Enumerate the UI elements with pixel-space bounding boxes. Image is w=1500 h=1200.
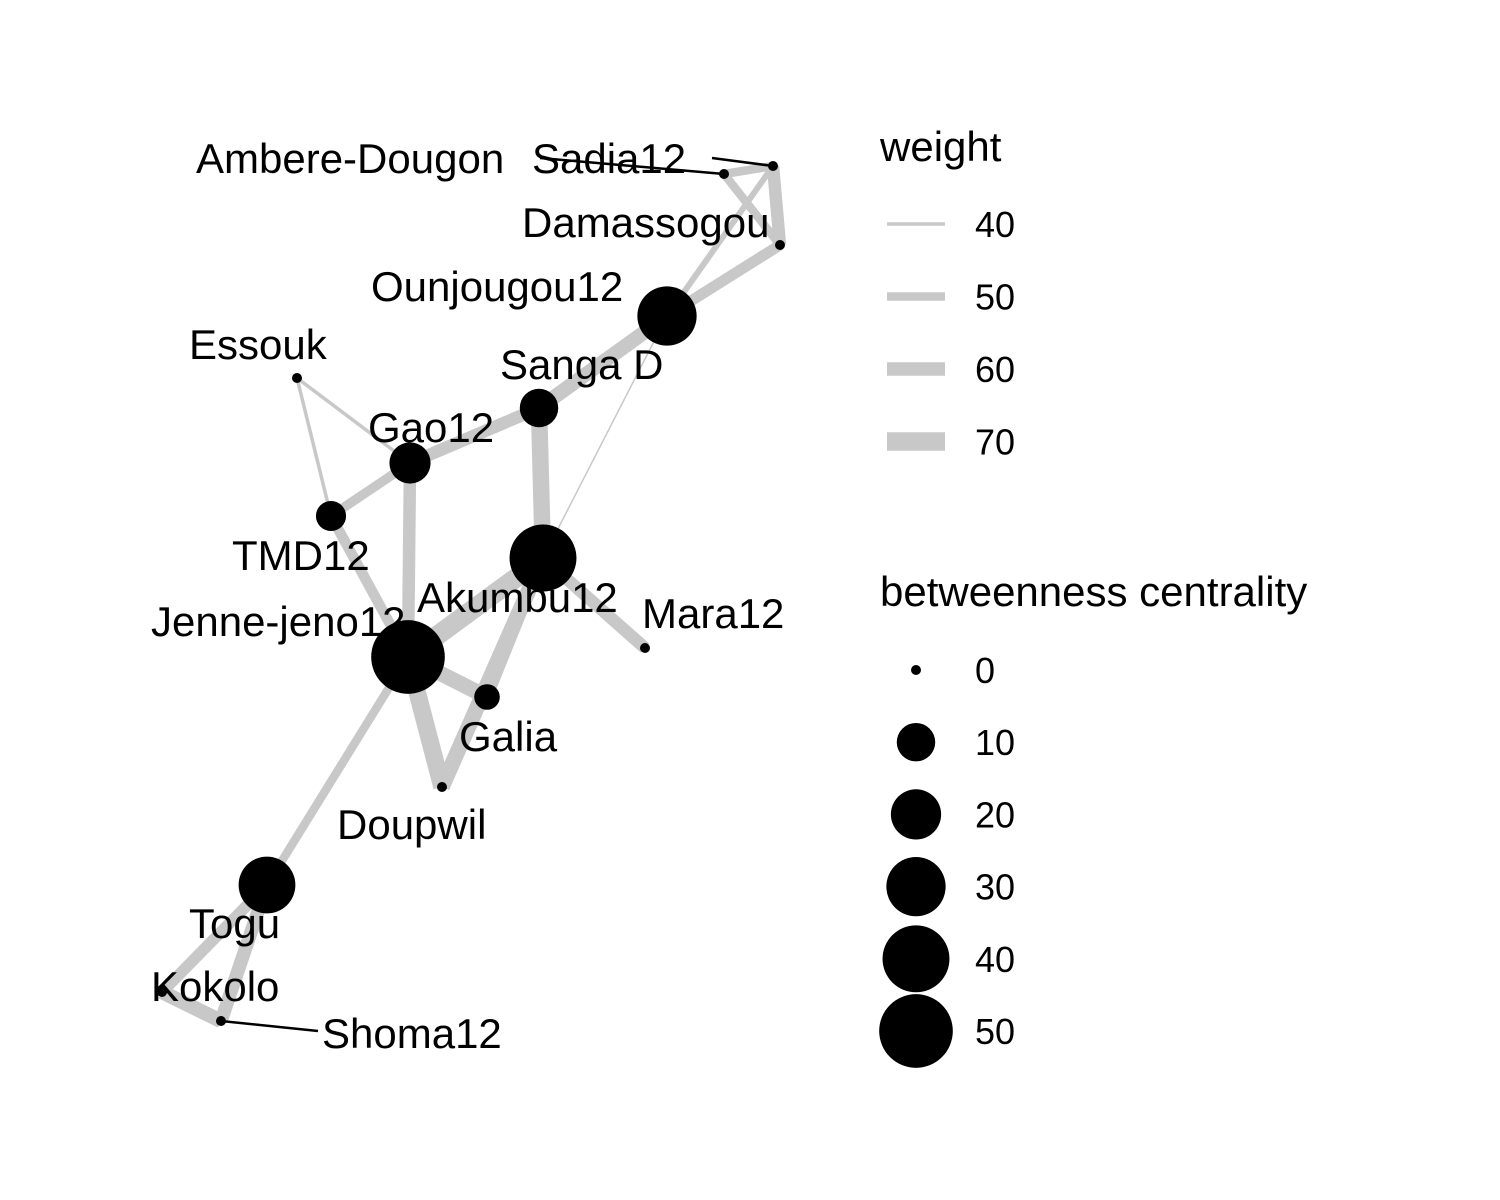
edge-ambere-sadia [723,161,774,179]
leader-line-shoma [220,1019,319,1033]
betweenness-legend: betweenness centrality 0 10 20 30 40 50 [879,568,1307,1068]
node-ounjougou [637,286,697,346]
betweenness-legend-title: betweenness centrality [880,568,1307,615]
node-label-togu: Togu [189,900,280,947]
edge-kokolo-shoma [158,985,225,1028]
node-label-ounjougou: Ounjougou12 [371,263,623,310]
edge-sanga-gao [407,402,542,469]
edge-ounjougou-akumbu [542,315,668,559]
betweenness-key-label-50: 50 [975,1011,1015,1052]
edge-jenne-togu [263,654,412,888]
edge-ambere-damassogou [720,171,784,248]
node-sadia [768,161,778,171]
betweenness-key-label-0: 0 [975,650,995,691]
node-label-essouk: Essouk [189,321,328,368]
node-label-galia: Galia [459,713,558,760]
node-doupwil [437,782,447,792]
node-label-shoma: Shoma12 [322,1010,502,1057]
label-leader-lines [220,156,774,1033]
betweenness-key-label-10: 10 [975,722,1015,763]
betweenness-key-dot-30 [886,856,946,917]
edge-essouk-tmd [295,377,333,517]
node-label-damassogou: Damassogou [522,199,769,246]
betweenness-key-dot-50 [879,994,953,1068]
node-kokolo [157,987,167,997]
node-label-kokolo: Kokolo [151,963,279,1010]
node-shoma [216,1016,226,1026]
nodes-layer [157,161,785,1026]
node-damassogou [775,240,785,250]
edge-sadia-damassogou [766,165,787,246]
weight-key-label-70: 70 [975,422,1015,463]
node-label-doupwil: Doupwil [337,801,486,848]
weight-legend-title: weight [879,123,1002,170]
weight-key-label-50: 50 [975,277,1015,318]
node-ambere [719,169,729,179]
node-akumbu [509,524,577,592]
betweenness-key-label-30: 30 [975,867,1015,908]
node-labels-layer: Ambere-Dougon Sadia12 Damassogou Ounjougou1… [151,135,784,1057]
betweenness-key-label-20: 20 [975,794,1015,835]
weight-key-label-40: 40 [975,204,1015,245]
betweenness-key-dot-10 [896,722,936,762]
weight-key-label-60: 60 [975,349,1015,390]
node-label-mara: Mara12 [642,590,784,637]
node-label-ambere: Ambere-Dougon [196,135,504,182]
node-togu [238,856,296,914]
node-essouk [292,373,302,383]
betweenness-key-dot-40 [882,925,950,993]
node-tmd [315,500,347,532]
node-label-akumbu: Akumbu12 [417,574,618,621]
node-label-sanga: Sanga D [500,341,663,388]
node-jenne [371,620,445,694]
node-label-gao: Gao12 [368,404,494,451]
edge-akumbu-doupwil [434,554,551,791]
node-gao [389,442,431,484]
node-sanga [519,388,559,428]
node-galia [474,684,500,710]
node-label-tmd: TMD12 [232,532,370,579]
edge-sadia-ounjougou [664,164,776,318]
betweenness-key-label-40: 40 [975,939,1015,980]
node-mara [640,643,650,653]
betweenness-key-dot-0 [911,665,921,675]
leader-line-sadia [711,156,774,168]
node-label-sadia: Sadia12 [532,135,686,182]
leader-line-ambere [539,156,725,176]
node-label-jenne: Jenne-jeno12 [151,598,406,645]
weight-legend: weight 40 50 60 70 [879,123,1015,463]
betweenness-key-dot-20 [890,789,942,840]
edge-gao-essouk [295,376,412,465]
edges-layer [157,161,787,1028]
